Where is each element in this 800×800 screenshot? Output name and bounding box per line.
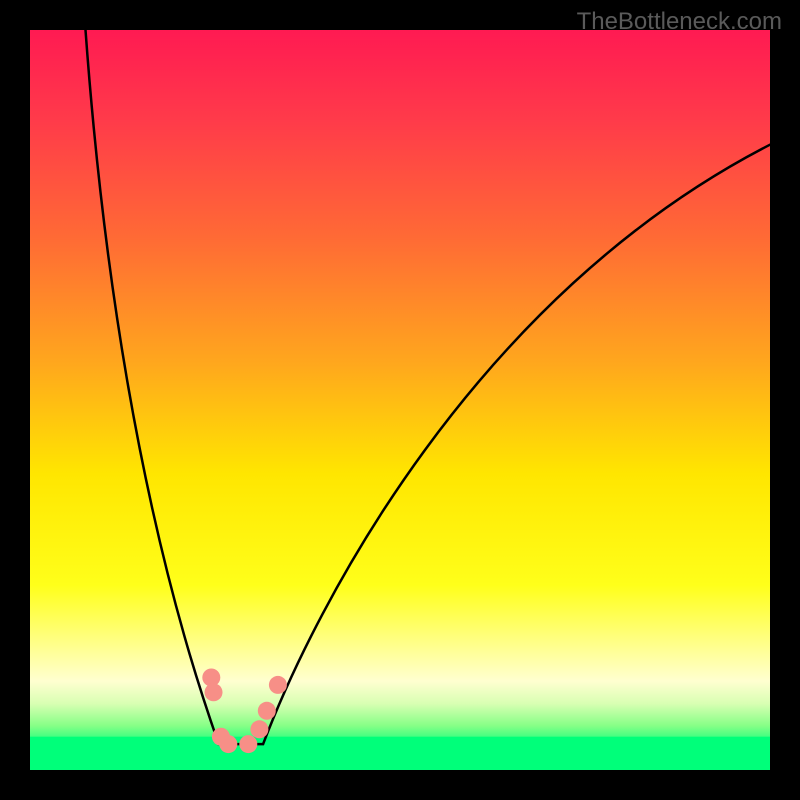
ideal-zone-band [30, 737, 770, 770]
curve-marker [239, 735, 257, 753]
watermark-text: TheBottleneck.com [577, 8, 782, 36]
figure: TheBottleneck.com [0, 0, 800, 800]
bottleneck-chart [0, 0, 800, 800]
curve-marker [269, 676, 287, 694]
curve-marker [219, 735, 237, 753]
curve-marker [258, 702, 276, 720]
curve-marker [205, 683, 223, 701]
curve-marker [250, 720, 268, 738]
plot-background-gradient [30, 30, 770, 770]
